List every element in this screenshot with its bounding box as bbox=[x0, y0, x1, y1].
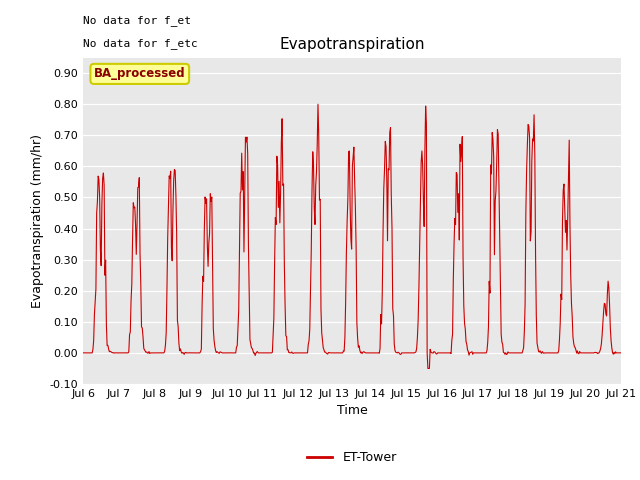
Legend: ET-Tower: ET-Tower bbox=[302, 446, 402, 469]
X-axis label: Time: Time bbox=[337, 405, 367, 418]
Title: Evapotranspiration: Evapotranspiration bbox=[279, 37, 425, 52]
Text: No data for f_etc: No data for f_etc bbox=[83, 38, 198, 49]
Text: No data for f_et: No data for f_et bbox=[83, 15, 191, 26]
Text: BA_processed: BA_processed bbox=[94, 67, 186, 80]
Y-axis label: Evapotranspiration (mm/hr): Evapotranspiration (mm/hr) bbox=[31, 134, 44, 308]
